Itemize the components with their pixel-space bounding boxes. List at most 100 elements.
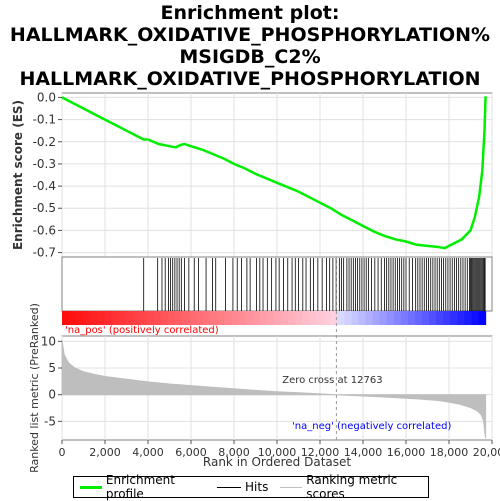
rank-gradient-segment	[478, 311, 487, 325]
es-tick-label: 0.0	[37, 90, 56, 104]
rank-gradient-segment	[422, 311, 430, 325]
rank-gradient-segment	[429, 311, 437, 325]
es-tick-label: -0.5	[33, 201, 56, 215]
rank-gradient-segment	[323, 311, 331, 325]
x-tick-label: 20,000	[473, 446, 500, 459]
rank-gradient-segment	[330, 311, 338, 325]
x-tick-label: 10,000	[258, 446, 297, 459]
rank-gradient-segment	[97, 311, 105, 325]
rank-gradient-segment	[252, 311, 261, 325]
rank-gradient-segment	[139, 311, 148, 325]
x-tick-label: 2,000	[89, 446, 121, 459]
rank-gradient-segment	[160, 311, 169, 325]
rank-gradient-segment	[224, 311, 233, 325]
rank-gradient-segment	[167, 311, 176, 325]
x-tick-label: 0	[59, 446, 66, 459]
title-line-4: HALLMARK_OXIDATIVE_PHOSPHORYLATION	[19, 68, 481, 90]
rank-gradient-segment	[365, 311, 374, 325]
rank-gradient-segment	[464, 311, 473, 325]
rank-gradient-segment	[457, 311, 465, 325]
x-tick-label: 14,000	[344, 446, 383, 459]
rank-gradient-segment	[450, 311, 458, 325]
hits-panel	[61, 256, 493, 312]
es-tick-label: -0.4	[33, 179, 56, 193]
rank-gradient-segment	[309, 311, 317, 325]
zero-cross-label: Zero cross at 12763	[282, 375, 382, 386]
rank-gradient-segment	[146, 311, 155, 325]
rank-gradient-segment	[287, 311, 296, 325]
x-tick-label: 6,000	[175, 446, 207, 459]
rank-gradient-segment	[386, 311, 395, 325]
metric-tick-label: 10	[41, 334, 56, 348]
rank-gradient-segment	[132, 311, 141, 325]
legend-green-line-icon	[80, 485, 102, 489]
rank-gradient-segment	[203, 311, 211, 325]
rank-gradient-segment	[266, 311, 275, 325]
legend-ranking-scores-label: Ranking metric scores	[306, 473, 398, 501]
rank-gradient-segment	[69, 311, 77, 325]
rank-gradient-segment	[273, 311, 282, 325]
rank-gradient-segment	[62, 311, 70, 325]
legend-ranking-scores: Ranking metric scores	[280, 473, 428, 501]
rank-gradient-segment	[231, 311, 240, 325]
title-line-2: HALLMARK_OXIDATIVE_PHOSPHORYLATION%	[9, 24, 491, 46]
rank-gradient-segment	[400, 311, 409, 325]
positive-correlation-label: 'na_pos' (positively correlated)	[65, 325, 219, 336]
legend-gray-line-icon	[280, 486, 303, 488]
metric-axis-label: Ranked list metric (PreRanked)	[28, 303, 41, 473]
title-line-1: Enrichment plot:	[160, 2, 340, 24]
legend-black-line-icon	[217, 486, 242, 488]
rank-gradient-segment	[393, 311, 402, 325]
rank-gradient-segment	[337, 311, 345, 325]
rank-gradient-segment	[351, 311, 360, 325]
rank-gradient-segment	[189, 311, 197, 325]
es-tick-label: -0.7	[33, 246, 56, 260]
legend-enrichment-profile-label: Enrichment profile	[105, 473, 175, 501]
metric-tick-label: 0	[48, 388, 56, 402]
rank-gradient-segment	[238, 311, 247, 325]
x-tick-label: 12,000	[301, 446, 340, 459]
es-tick-label: -0.1	[33, 113, 56, 127]
rank-gradient-segment	[344, 311, 353, 325]
legend-enrichment-profile: Enrichment profile	[80, 473, 207, 501]
rank-gradient-segment	[372, 311, 381, 325]
es-tick-label: -0.3	[33, 157, 56, 171]
enrichment-profile-line	[61, 96, 487, 250]
ranking-metric-area	[61, 340, 487, 439]
rank-gradient-segment	[210, 311, 218, 325]
rank-gradient-segment	[111, 311, 120, 325]
x-tick-label: 8,000	[218, 446, 250, 459]
legend: Enrichment profile Hits Ranking metric s…	[73, 473, 429, 501]
title-line-3: MSIGDB_C2%	[179, 46, 321, 68]
rank-gradient-segment	[76, 311, 84, 325]
rank-gradient-segment	[125, 311, 134, 325]
rank-gradient-segment	[118, 311, 127, 325]
rank-gradient-segment	[280, 311, 289, 325]
rank-gradient-segment	[316, 311, 324, 325]
rank-gradient-segment	[443, 311, 451, 325]
rank-gradient-segment	[302, 311, 310, 325]
rank-gradient-segment	[245, 311, 254, 325]
rank-gradient-segment	[196, 311, 204, 325]
rank-gradient-segment	[294, 311, 303, 325]
rank-gradient-segment	[90, 311, 98, 325]
metric-tick-label: -5	[44, 414, 56, 428]
rank-gradient-segment	[358, 311, 367, 325]
es-tick-label: -0.2	[33, 135, 56, 149]
es-axis-label: Enrichment score (ES)	[11, 100, 25, 250]
es-tick-label: -0.6	[33, 223, 56, 237]
rank-gradient-segment	[436, 311, 444, 325]
rank-gradient-segment	[379, 311, 388, 325]
x-tick-label: 4,000	[132, 446, 164, 459]
x-tick-label: 18,000	[430, 446, 469, 459]
legend-hits: Hits	[217, 480, 268, 494]
rank-gradient-segment	[471, 311, 480, 325]
metric-tick-label: 5	[48, 361, 56, 375]
rank-gradient-segment	[182, 311, 190, 325]
rank-gradient-segment	[217, 311, 225, 325]
rank-gradient-segment	[83, 311, 91, 325]
legend-hits-label: Hits	[245, 480, 269, 494]
x-tick-label: 16,000	[387, 446, 426, 459]
rank-gradient-segment	[174, 311, 183, 325]
